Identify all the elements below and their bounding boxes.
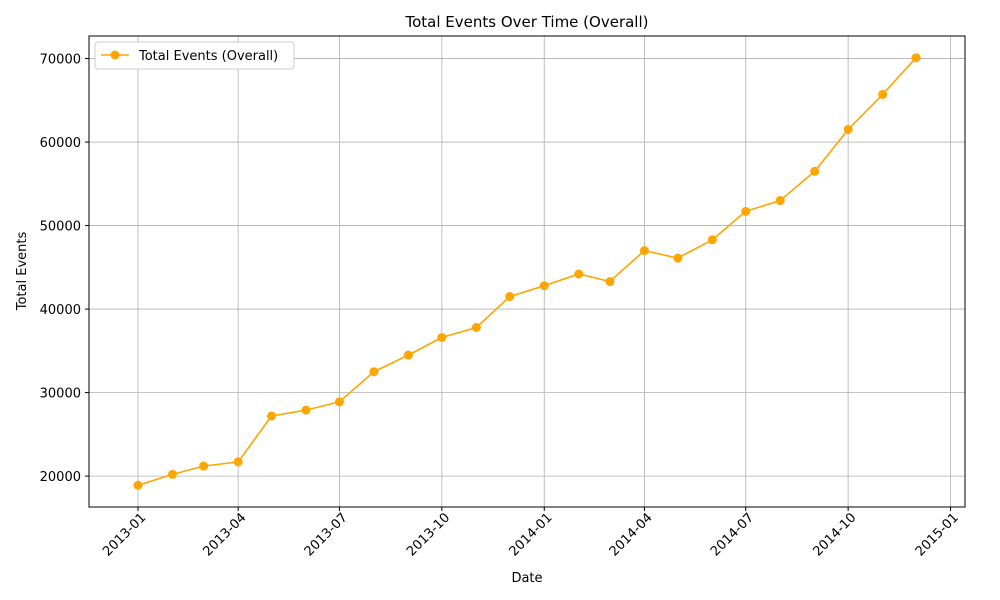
x-tick-label: 2014-07 (708, 510, 757, 559)
legend-marker (110, 50, 120, 60)
data-point (334, 397, 344, 407)
legend-box (94, 41, 295, 70)
x-axis-label: Date (511, 571, 542, 586)
x-tick-label: 2014-10 (810, 510, 859, 559)
y-axis-ticks: 20000 30000 40000 50000 60000 70000 (40, 53, 89, 485)
data-point (741, 206, 751, 216)
x-tick-label: 2014-01 (507, 510, 556, 559)
data-series (133, 53, 921, 490)
data-point (843, 125, 853, 135)
x-tick-label: 2015-01 (913, 510, 962, 559)
data-point (505, 292, 515, 302)
y-tick-label: 50000 (40, 220, 81, 235)
x-tick-label: 2014-04 (607, 510, 656, 559)
x-tick-label: 2013-07 (302, 510, 351, 559)
data-point (471, 322, 481, 332)
data-point (878, 89, 888, 99)
x-axis-ticks: 2013-01 2013-04 2013-07 2013-10 2014-01 2014-… (100, 507, 962, 559)
data-point (167, 469, 177, 479)
data-point (810, 166, 820, 176)
plot-frame (88, 35, 966, 508)
series-line (137, 57, 917, 487)
y-tick-label: 40000 (40, 303, 81, 318)
data-point (539, 281, 549, 291)
legend: Total Events (Overall) (94, 41, 295, 70)
data-point (673, 253, 683, 263)
data-point (707, 235, 717, 245)
y-tick-label: 60000 (40, 136, 81, 151)
data-point (775, 196, 785, 206)
y-tick-label: 20000 (40, 470, 81, 485)
data-point (437, 332, 447, 342)
y-axis-label: Total Events (15, 232, 30, 312)
chart-title: Total Events Over Time (Overall) (405, 13, 649, 31)
data-point (267, 411, 277, 421)
y-tick-label: 70000 (40, 53, 81, 68)
x-tick-label: 2013-10 (404, 510, 453, 559)
grid (89, 36, 965, 507)
data-point (369, 367, 379, 377)
data-point (605, 277, 615, 287)
data-point (199, 461, 209, 471)
y-tick-label: 30000 (40, 387, 81, 402)
data-point (301, 405, 311, 415)
data-point (403, 350, 413, 360)
data-point (133, 480, 143, 490)
data-point (911, 53, 921, 63)
data-point (233, 457, 243, 467)
data-point (639, 246, 649, 256)
data-point (574, 269, 584, 279)
x-tick-label: 2013-04 (200, 510, 249, 559)
x-tick-label: 2013-01 (100, 510, 149, 559)
legend-entry-label: Total Events (Overall) (138, 49, 278, 64)
